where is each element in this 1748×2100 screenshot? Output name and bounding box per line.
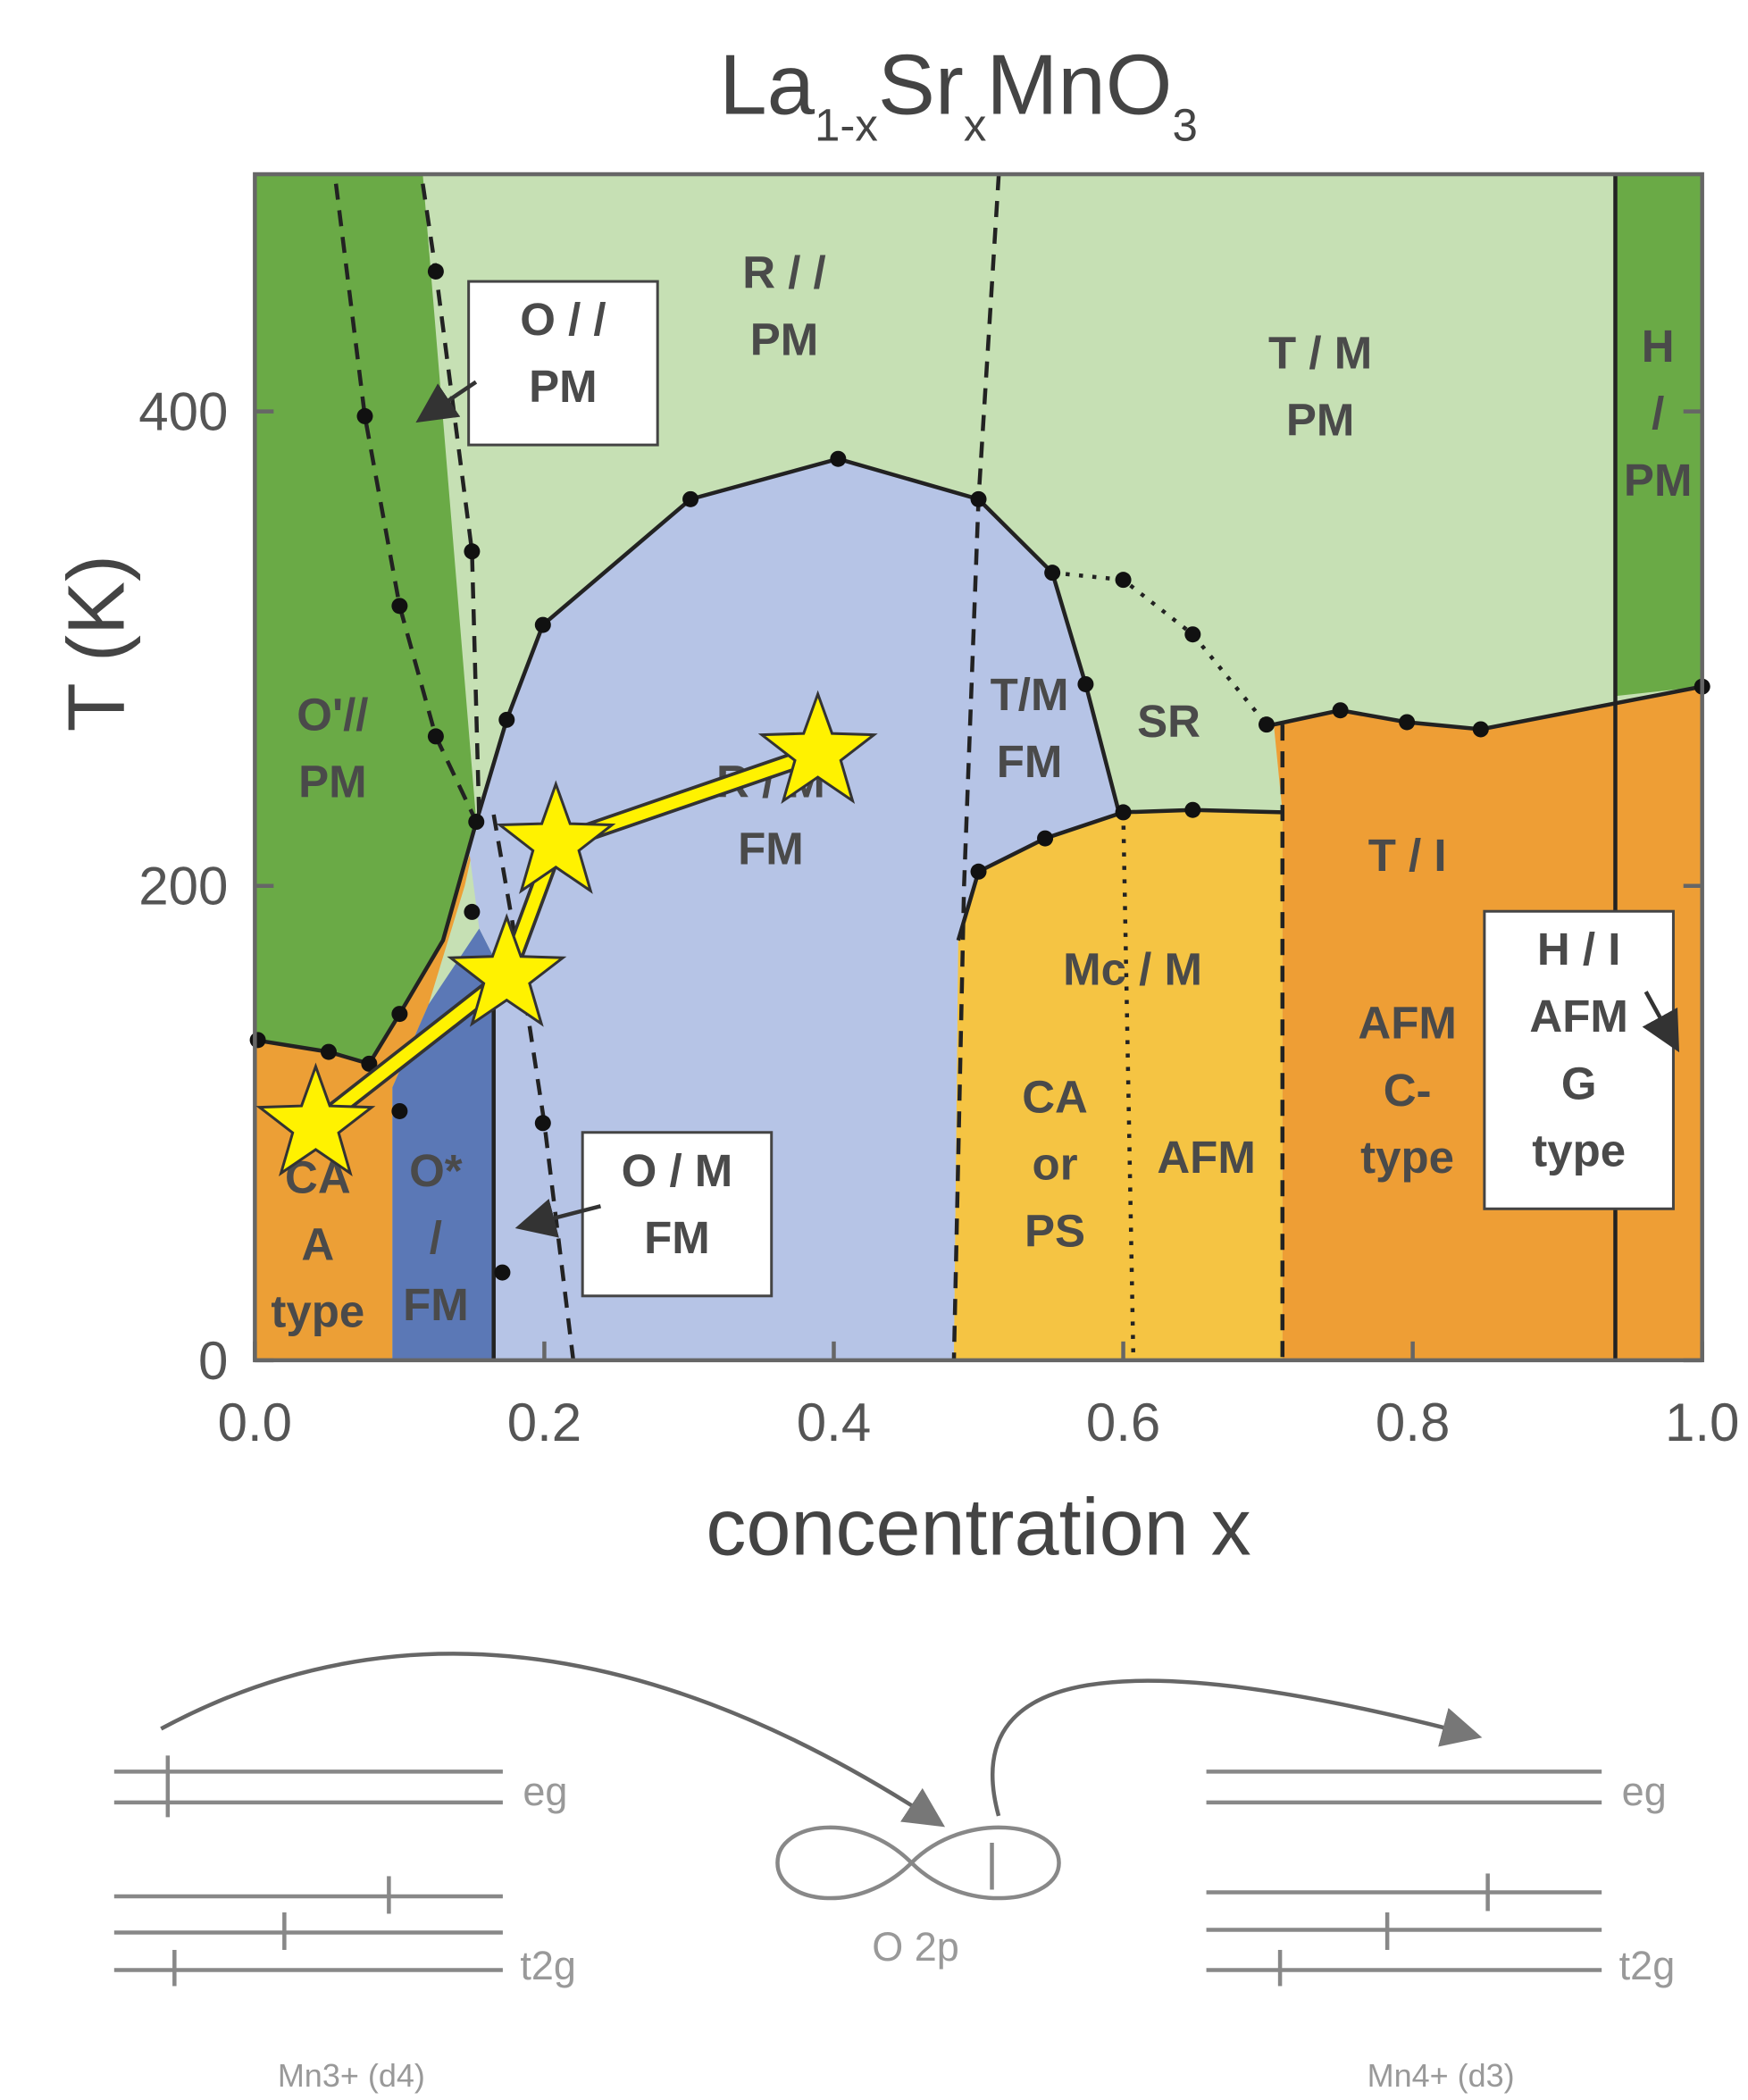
title-sub: 3: [1172, 100, 1197, 151]
title-part: La: [719, 38, 815, 133]
region-label: FM: [738, 824, 804, 874]
data-point: [321, 1044, 337, 1060]
data-point: [682, 491, 698, 507]
title-sub: 1-x: [815, 100, 878, 151]
title-part: Sr: [878, 38, 964, 133]
region-label: PM: [529, 361, 598, 412]
level-label: eg: [523, 1769, 567, 1814]
region-label: or: [1033, 1138, 1078, 1189]
y-tick-label: 0: [198, 1331, 228, 1391]
x-tick-label: 0.8: [1376, 1393, 1450, 1452]
region-label: type: [1360, 1132, 1454, 1183]
data-point: [1116, 804, 1132, 820]
data-point: [971, 491, 987, 507]
x-tick-label: 0.0: [218, 1393, 292, 1452]
data-point: [971, 864, 987, 880]
region-label: C-: [1384, 1065, 1432, 1116]
data-point: [468, 814, 484, 830]
region-label: AFM: [1358, 998, 1456, 1049]
orbital-label: O 2p: [872, 1924, 959, 1970]
page: {"chart_data": { "type": "phase", "title…: [0, 0, 1748, 2100]
region-label: AFM: [1157, 1132, 1255, 1183]
ion-label: Mn3+ (d4): [278, 2057, 425, 2094]
y-tick-label: 400: [138, 382, 228, 442]
plot-area: 0 200 400 0.0 0.2 0.4 0.6 0.8 1.0: [138, 174, 1739, 1452]
data-point: [391, 1103, 407, 1119]
region-label: O / /: [520, 294, 606, 345]
data-point: [1473, 721, 1489, 737]
data-point: [1184, 802, 1200, 818]
region-label: PM: [298, 757, 367, 807]
data-point: [356, 408, 372, 424]
data-point: [464, 543, 480, 559]
region-label: AFM: [1529, 991, 1627, 1042]
data-point: [535, 617, 551, 633]
data-point: [391, 1006, 407, 1022]
data-point: [830, 451, 846, 467]
data-point: [391, 598, 407, 614]
region-label: A: [301, 1218, 334, 1269]
data-point: [1044, 565, 1060, 581]
data-point: [1037, 831, 1053, 847]
phase-region: [954, 810, 1283, 1360]
data-point: [498, 712, 514, 728]
region-label: O'//: [297, 690, 368, 740]
region-label: R / /: [742, 247, 826, 298]
data-point: [250, 1032, 266, 1048]
hop-arrow: [992, 1681, 1474, 1816]
region-label: CA: [1022, 1071, 1088, 1122]
data-point: [1333, 702, 1349, 718]
region-label: T/M: [991, 669, 1069, 720]
region-label: T / M: [1268, 328, 1372, 379]
x-tick-label: 0.4: [797, 1393, 871, 1452]
x-tick-label: 0.6: [1086, 1393, 1160, 1452]
region-label: FM: [403, 1279, 469, 1330]
orbital: [777, 1828, 1058, 1898]
data-point: [494, 1265, 510, 1281]
region-label: FM: [644, 1212, 710, 1263]
region-label: PM: [1286, 395, 1354, 446]
ion-label: Mn4+ (d3): [1367, 2057, 1515, 2094]
region-label: PM: [750, 314, 819, 365]
title-sub: x: [964, 100, 987, 151]
data-point: [1077, 676, 1093, 692]
region-label: H: [1642, 321, 1675, 372]
data-point: [1399, 714, 1415, 730]
level-label: t2g: [520, 1943, 576, 1988]
data-point: [464, 904, 480, 920]
region-label: PM: [1624, 455, 1693, 506]
region-label: O / M: [622, 1145, 733, 1196]
region-label: type: [1532, 1125, 1626, 1175]
data-point: [535, 1115, 551, 1131]
region-label: /: [1652, 388, 1664, 439]
data-point: [1116, 572, 1132, 588]
data-point: [428, 264, 444, 280]
x-tick-label: 0.2: [507, 1393, 581, 1452]
region-label: FM: [997, 736, 1063, 787]
x-tick-label: 1.0: [1665, 1393, 1739, 1452]
region-label: type: [271, 1285, 364, 1336]
region-label: SR: [1137, 696, 1200, 747]
data-point: [428, 728, 444, 744]
x-axis-label: concentration x: [706, 1483, 1250, 1572]
region-label: PS: [1025, 1205, 1085, 1256]
data-point: [1259, 716, 1275, 732]
level-label: eg: [1622, 1769, 1667, 1814]
title-part: MnO: [986, 38, 1172, 133]
y-axis-label: T (K): [52, 555, 141, 732]
data-point: [1184, 626, 1200, 642]
region-label: G: [1561, 1058, 1597, 1109]
chart-title: La1-xSrxMnO3: [719, 38, 1198, 151]
level-label: t2g: [1619, 1943, 1676, 1988]
energy-diagram: [114, 1653, 1602, 1986]
region-label: O*: [409, 1145, 463, 1196]
figure: 0 200 400 0.0 0.2 0.4 0.6 0.8 1.0 O'// PM O / / PM R…: [0, 0, 1748, 2100]
region-label: Mc / M: [1063, 944, 1202, 995]
region-label: /: [430, 1212, 442, 1263]
region-label: T / I: [1368, 830, 1447, 881]
y-tick-label: 200: [138, 857, 228, 916]
region-label: H / I: [1537, 924, 1621, 975]
